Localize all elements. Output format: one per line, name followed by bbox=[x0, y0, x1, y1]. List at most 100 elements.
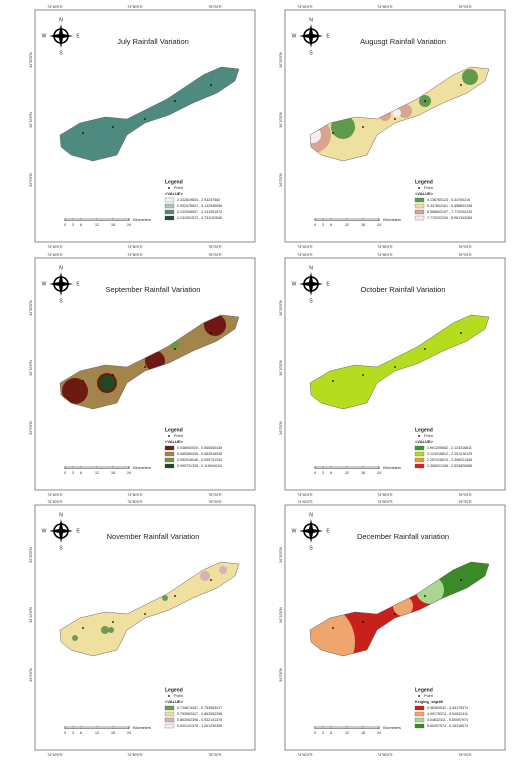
compass-label: E bbox=[76, 281, 80, 287]
basin-outline bbox=[309, 561, 490, 657]
legend-point-symbol bbox=[418, 187, 420, 189]
legend-point: Point bbox=[174, 694, 184, 698]
coord-label: 74°50'0"E bbox=[377, 245, 393, 249]
station-point bbox=[210, 84, 212, 86]
scale-label: 0 bbox=[64, 731, 66, 735]
coord-label: 75°0'0"E bbox=[208, 245, 222, 249]
station-point bbox=[332, 132, 334, 134]
coord-label: 74°40'0"E bbox=[47, 5, 63, 9]
scale-label: 6 bbox=[80, 471, 82, 475]
coord-label: 75°0'0"E bbox=[208, 253, 222, 257]
rainfall-zone bbox=[219, 566, 227, 574]
scale-label: 0 bbox=[64, 223, 66, 227]
scale-label: 6 bbox=[330, 471, 332, 475]
scale-label: 0 bbox=[314, 223, 316, 227]
legend-label: 2.257416013 - 2.396021346 bbox=[427, 458, 472, 462]
station-point bbox=[112, 374, 114, 376]
basin-fill bbox=[310, 315, 489, 409]
scale-label: 12 bbox=[345, 223, 349, 227]
coord-label: 74°50'0"E bbox=[377, 493, 393, 497]
scale-label: 24 bbox=[127, 471, 131, 475]
compass-label: W bbox=[42, 281, 47, 287]
rainfall-zone bbox=[72, 635, 78, 641]
coord-label: 75°0'0"E bbox=[458, 493, 472, 497]
coord-label: 75°0'0"E bbox=[458, 5, 472, 9]
basin bbox=[59, 561, 240, 657]
compass-label: S bbox=[59, 545, 63, 551]
scale-label: 18 bbox=[111, 471, 115, 475]
legend-label: 0.793963417 - 0.863052398 bbox=[177, 712, 222, 716]
legend-point-symbol bbox=[418, 435, 420, 437]
coord-label: 34°20'0"N bbox=[279, 300, 283, 316]
scale-unit: Kilometers bbox=[133, 726, 151, 730]
legend-label: 4.131051573 - 4.731102546 bbox=[177, 216, 222, 220]
scale-label: 6 bbox=[80, 223, 82, 227]
basin bbox=[309, 314, 490, 410]
station-point bbox=[112, 621, 114, 623]
station-point bbox=[394, 118, 396, 120]
legend-point-symbol bbox=[168, 695, 170, 697]
panel-frame bbox=[34, 257, 256, 491]
compass-label: N bbox=[309, 265, 313, 271]
coord-label: 34°20'0"N bbox=[29, 547, 33, 563]
legend-label: 2.332819834 - 2.93247682 bbox=[177, 198, 220, 202]
compass-label: N bbox=[59, 265, 63, 271]
coord-label: 75°0'0"E bbox=[458, 753, 472, 757]
legend-title: Legend bbox=[415, 427, 433, 433]
legend-swatch bbox=[164, 723, 175, 729]
coord-label: 34°20'0"N bbox=[29, 52, 33, 68]
map-title: December Rainfall variation bbox=[357, 532, 449, 541]
legend-swatch bbox=[414, 457, 425, 463]
legend-label: 0.048692020 - 0.065360435 bbox=[177, 446, 222, 450]
scale-label: 3 bbox=[322, 471, 324, 475]
legend-point-symbol bbox=[168, 435, 170, 437]
coord-label: 75°0'0"E bbox=[208, 5, 222, 9]
legend-swatch bbox=[414, 723, 425, 729]
compass-label: W bbox=[42, 528, 47, 534]
coord-label: 74°50'0"E bbox=[377, 500, 393, 504]
legend-label: 5.347602161 - 6.558603108 bbox=[427, 204, 472, 208]
legend-value-title: <VALUE> bbox=[415, 191, 434, 196]
legend-point: Point bbox=[174, 186, 184, 190]
compass-label: N bbox=[59, 17, 63, 23]
north-arrow: N S E W bbox=[292, 265, 331, 304]
coord-label: 74°40'0"E bbox=[47, 500, 63, 504]
legend-point: Point bbox=[424, 694, 434, 698]
legend-swatch bbox=[164, 215, 175, 221]
station-point bbox=[424, 595, 426, 597]
legend-swatch bbox=[164, 197, 175, 203]
north-arrow: N S E W bbox=[42, 512, 81, 551]
station-point bbox=[82, 627, 84, 629]
coord-label: 34°0'0"N bbox=[279, 421, 283, 435]
map-title: Augusgt Rainfall Variation bbox=[360, 37, 446, 46]
legend-label: 6.558603197 - 7.770202233 bbox=[427, 210, 472, 214]
coord-label: 34°10'0"N bbox=[279, 607, 283, 623]
scale-bar bbox=[64, 466, 130, 469]
scale-label: 12 bbox=[95, 223, 99, 227]
legend-swatch bbox=[414, 215, 425, 221]
rainfall-zone bbox=[162, 595, 168, 601]
north-arrow: N S E W bbox=[42, 17, 81, 56]
legend-title: Legend bbox=[415, 179, 433, 185]
compass-label: E bbox=[326, 33, 330, 39]
compass-star bbox=[49, 272, 73, 296]
scale-label: 24 bbox=[127, 731, 131, 735]
legend-swatch bbox=[164, 445, 175, 451]
map-panel: 74°40'0"E 74°40'0"E 74°50'0"E 74°50'0"E 75°0… bbox=[279, 253, 506, 497]
coord-label: 75°0'0"E bbox=[458, 245, 472, 249]
map-panel: 74°40'0"E 74°40'0"E 74°50'0"E 74°50'0"E 75°0… bbox=[279, 5, 506, 249]
legend-point-symbol bbox=[418, 695, 420, 697]
station-point bbox=[460, 579, 462, 581]
coord-label: 75°0'0"E bbox=[208, 493, 222, 497]
compass-label: S bbox=[309, 298, 313, 304]
compass-label: S bbox=[309, 545, 313, 551]
coord-label: 34°10'0"N bbox=[29, 112, 33, 128]
legend-value-title: <VALUE> bbox=[165, 439, 184, 444]
station-point bbox=[394, 613, 396, 615]
coord-label: 74°50'0"E bbox=[127, 493, 143, 497]
scale-bar bbox=[64, 218, 130, 221]
compass-label: W bbox=[292, 528, 297, 534]
rainfall-zone bbox=[342, 122, 352, 132]
basin-outline bbox=[309, 314, 490, 410]
